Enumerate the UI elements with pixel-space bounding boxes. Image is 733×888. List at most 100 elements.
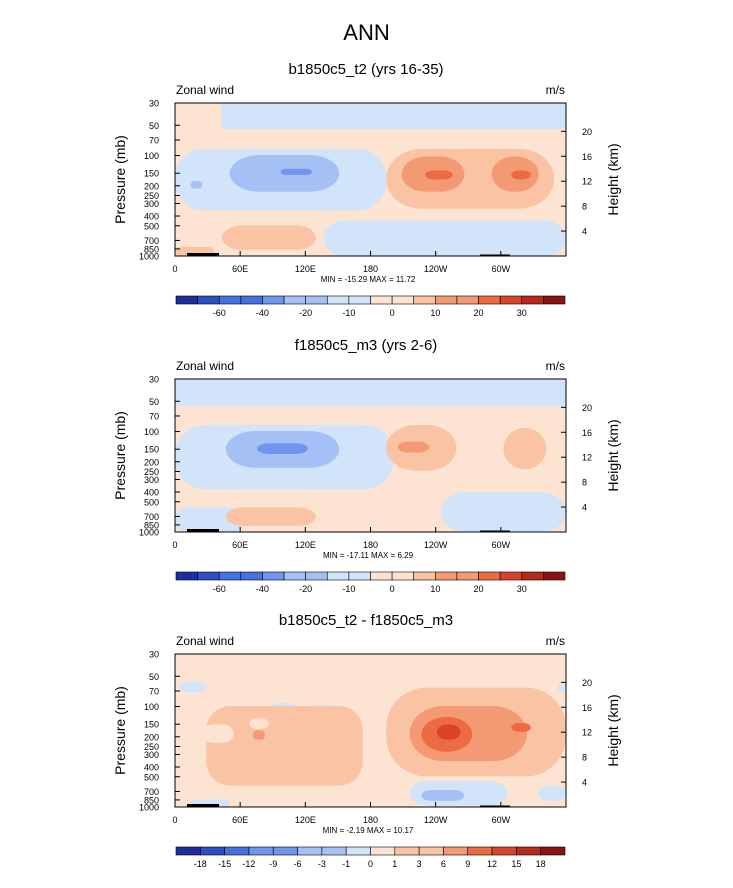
pressure-tick-label: 100 xyxy=(144,427,159,437)
contour-field xyxy=(175,103,566,256)
colorbar-box xyxy=(456,295,479,305)
terrain-mask xyxy=(480,805,510,807)
colorbar-label: -9 xyxy=(269,859,277,869)
min-max-label: MIN = -2.19 MAX = 10.17 xyxy=(323,826,414,835)
colorbar-box xyxy=(521,571,544,581)
pressure-tick-label: 1000 xyxy=(139,252,159,262)
height-tick-label: 16 xyxy=(582,152,592,162)
colorbar-label: -20 xyxy=(299,308,312,318)
min-max-label: MIN = -17.11 MAX = 6.29 xyxy=(323,551,414,560)
pressure-tick-label: 100 xyxy=(144,151,159,161)
min-max-label: MIN = -15.29 MAX = 11.72 xyxy=(321,275,416,284)
height-tick-label: 4 xyxy=(582,227,587,237)
colorbar-box xyxy=(200,846,225,856)
pressure-tick-label: 150 xyxy=(144,169,159,179)
height-tick-label: 8 xyxy=(582,202,587,212)
longitude-tick-label: 60W xyxy=(492,264,511,274)
colorbar-box xyxy=(478,295,501,305)
colorbar-label: -10 xyxy=(342,584,355,594)
contour-region xyxy=(190,181,203,189)
contour-region xyxy=(225,507,316,526)
colorbar-label: -40 xyxy=(256,584,269,594)
colorbar-label: -60 xyxy=(213,584,226,594)
longitude-tick-label: 60E xyxy=(232,815,248,825)
contour-region xyxy=(202,724,234,743)
longitude-tick-label: 180 xyxy=(363,264,378,274)
pressure-tick-label: 30 xyxy=(149,375,159,385)
colorbar-label: -40 xyxy=(256,308,269,318)
colorbar-box xyxy=(348,571,371,581)
colorbar-label: -1 xyxy=(342,859,350,869)
longitude-tick-label: 0 xyxy=(172,540,177,550)
colorbar-box xyxy=(224,846,250,856)
pressure-tick-label: 700 xyxy=(144,787,159,797)
panel-left-label: Zonal wind xyxy=(176,83,234,97)
colorbar-box xyxy=(283,295,306,305)
height-tick-label: 16 xyxy=(582,428,592,438)
colorbar-box xyxy=(218,571,242,581)
colorbar-box xyxy=(543,295,566,305)
pressure-tick-label: 50 xyxy=(149,397,159,407)
longitude-tick-label: 60W xyxy=(492,540,511,550)
colorbar-box xyxy=(478,571,501,581)
colorbar-label: 30 xyxy=(517,584,527,594)
colorbar: -18 -15 -12 -9 -6 -3 -1 0 1 3 6 9 12 15 18 xyxy=(175,846,566,869)
pressure-tick-label: 30 xyxy=(149,650,159,660)
panel-title: f1850c5_m3 (yrs 2-6) xyxy=(295,337,438,354)
longitude-tick-label: 60E xyxy=(232,264,248,274)
pressure-tick-label: 150 xyxy=(144,445,159,455)
colorbar-box xyxy=(297,846,323,856)
colorbar-box xyxy=(305,571,328,581)
colorbar-box xyxy=(218,295,242,305)
height-axis-label: Height (km) xyxy=(605,694,621,766)
panel-right-label: m/s xyxy=(546,359,565,373)
pressure-tick-label: 200 xyxy=(144,732,159,742)
pressure-tick-label: 700 xyxy=(144,236,159,246)
contour-field xyxy=(175,654,566,807)
height-tick-label: 20 xyxy=(582,678,592,688)
colorbar-label: 20 xyxy=(474,308,484,318)
colorbar-box xyxy=(262,571,285,581)
colorbar-label: 15 xyxy=(511,859,521,869)
pressure-tick-label: 500 xyxy=(144,221,159,231)
colorbar-box xyxy=(443,846,469,856)
height-tick-label: 4 xyxy=(582,503,587,513)
terrain-mask xyxy=(480,530,510,532)
colorbar-box xyxy=(413,295,436,305)
colorbar-label: 0 xyxy=(390,584,395,594)
contour-region xyxy=(323,220,566,256)
colorbar-box xyxy=(197,571,220,581)
colorbar-box xyxy=(175,846,201,856)
colorbar-box xyxy=(418,846,444,856)
colorbar-box xyxy=(175,295,198,305)
colorbar-label: 10 xyxy=(430,308,440,318)
contour-region xyxy=(511,722,531,733)
colorbar-box xyxy=(521,295,544,305)
longitude-tick-label: 180 xyxy=(363,540,378,550)
longitude-tick-label: 0 xyxy=(172,264,177,274)
colorbar-box xyxy=(262,295,285,305)
contour-region xyxy=(425,170,453,180)
pressure-tick-label: 1000 xyxy=(139,528,159,538)
colorbar-box xyxy=(370,571,393,581)
colorbar-box xyxy=(283,571,306,581)
terrain-mask xyxy=(187,253,219,256)
colorbar-box xyxy=(175,571,198,581)
colorbar-box xyxy=(540,846,566,856)
colorbar-box xyxy=(456,571,479,581)
colorbar-box xyxy=(370,846,396,856)
height-tick-label: 12 xyxy=(582,728,592,738)
longitude-tick-label: 120W xyxy=(424,540,448,550)
colorbar-label: 18 xyxy=(536,859,546,869)
colorbar-label: 6 xyxy=(441,859,446,869)
pressure-tick-label: 30 xyxy=(149,99,159,109)
contour-region xyxy=(280,168,312,175)
colorbar-label: -12 xyxy=(242,859,255,869)
colorbar-label: -60 xyxy=(213,308,226,318)
colorbar-label: 3 xyxy=(417,859,422,869)
colorbar-label: 10 xyxy=(430,584,440,594)
pressure-tick-label: 300 xyxy=(144,750,159,760)
height-tick-label: 12 xyxy=(582,177,592,187)
